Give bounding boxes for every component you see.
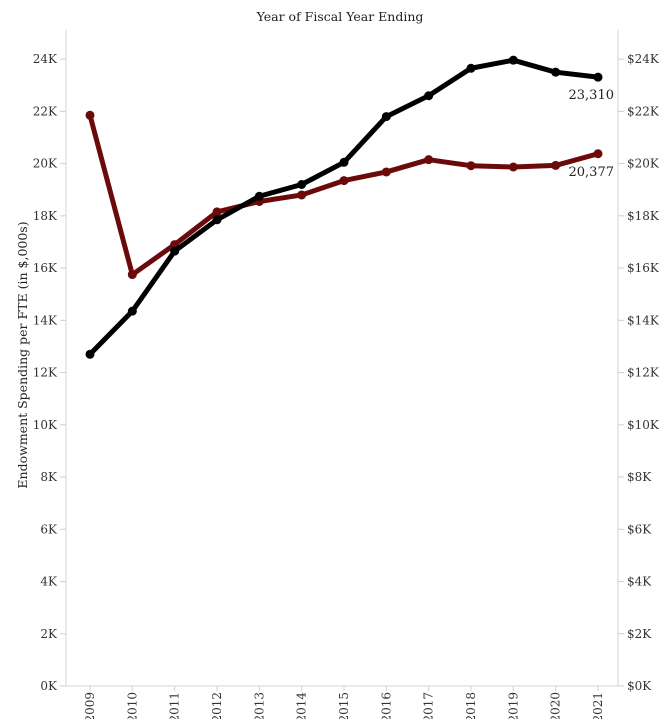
- x-tick-label: 2009: [83, 692, 97, 719]
- data-point[interactable]: [551, 67, 561, 77]
- right-tick-label: $4K: [627, 575, 652, 589]
- data-point[interactable]: [466, 63, 476, 73]
- right-tick-label: $2K: [627, 627, 652, 641]
- data-point[interactable]: [85, 110, 95, 120]
- x-tick-label: 2018: [464, 692, 478, 719]
- right-tick-label: $22K: [627, 104, 660, 118]
- left-tick-label: 22K: [33, 104, 58, 118]
- data-point[interactable]: [127, 306, 137, 316]
- x-tick-label: 2015: [337, 692, 351, 719]
- data-point[interactable]: [212, 215, 222, 225]
- left-tick-label: 10K: [33, 418, 58, 432]
- left-tick-label: 16K: [33, 261, 58, 275]
- series-line: [87, 112, 601, 278]
- right-tick-label: $10K: [627, 418, 660, 432]
- right-tick-label: $6K: [627, 522, 652, 536]
- data-point[interactable]: [297, 179, 307, 189]
- left-tick-label: 24K: [33, 52, 58, 66]
- x-tick-label: 2016: [379, 692, 393, 719]
- x-tick-label: 2013: [252, 692, 266, 719]
- right-tick-label: $24K: [627, 52, 660, 66]
- left-tick-label: 6K: [40, 522, 58, 536]
- data-point[interactable]: [424, 155, 434, 165]
- data-point[interactable]: [508, 55, 518, 65]
- left-tick-label: 4K: [40, 575, 58, 589]
- right-tick-label: $12K: [627, 366, 660, 380]
- chart-title: Year of Fiscal Year Ending: [256, 9, 424, 24]
- x-tick-label: 2011: [168, 692, 182, 719]
- right-tick-label: $16K: [627, 261, 660, 275]
- data-point[interactable]: [381, 112, 391, 122]
- data-point[interactable]: [254, 191, 264, 201]
- x-tick-label: 2014: [295, 692, 309, 719]
- left-tick-label: 0K: [40, 679, 58, 693]
- right-tick-label: $20K: [627, 157, 660, 171]
- data-point[interactable]: [127, 270, 137, 280]
- x-tick-label: 2019: [506, 692, 520, 719]
- x-tick-label: 2020: [549, 692, 563, 719]
- x-axis-ticks: 2009 2010 2011 2012 2013 2014 2015 2016 2017 2018…: [83, 686, 605, 719]
- data-point[interactable]: [381, 167, 391, 177]
- data-point[interactable]: [424, 91, 434, 101]
- left-tick-label: 20K: [33, 157, 58, 171]
- left-axis-ticks: 0K 2K 4K 6K 8K 10K 12K 14K 16K 18K 20K 22K 24K: [33, 52, 66, 693]
- right-axis-ticks: $0K $2K $4K $6K $8K $10K $12K $14K $16K $18K $20K $…: [618, 52, 660, 693]
- x-tick-label: 2010: [125, 692, 139, 719]
- data-point[interactable]: [297, 190, 307, 200]
- series-0: 20,377: [85, 110, 615, 280]
- series-1: 23,310: [85, 55, 615, 359]
- data-point[interactable]: [593, 149, 603, 159]
- y-axis-label: Endowment Spending per FTE (in $,000s): [15, 221, 30, 488]
- end-value-label: 23,310: [569, 88, 615, 103]
- series-line: [87, 57, 601, 357]
- data-point[interactable]: [466, 161, 476, 171]
- data-point[interactable]: [85, 349, 95, 359]
- right-tick-label: $0K: [627, 679, 652, 693]
- right-tick-label: $14K: [627, 313, 660, 327]
- series-layer: 20,377 23,310: [85, 55, 615, 359]
- data-point[interactable]: [339, 157, 349, 167]
- data-point[interactable]: [170, 246, 180, 256]
- x-tick-label: 2012: [210, 692, 224, 719]
- end-value-label: 20,377: [569, 165, 615, 180]
- left-tick-label: 18K: [33, 209, 58, 223]
- data-point[interactable]: [593, 72, 603, 82]
- left-tick-label: 8K: [40, 470, 58, 484]
- x-tick-label: 2021: [591, 692, 605, 719]
- left-tick-label: 2K: [40, 627, 58, 641]
- data-point[interactable]: [339, 176, 349, 186]
- data-point[interactable]: [551, 160, 561, 170]
- left-tick-label: 12K: [33, 366, 58, 380]
- right-tick-label: $8K: [627, 470, 652, 484]
- right-tick-label: $18K: [627, 209, 660, 223]
- left-tick-label: 14K: [33, 313, 58, 327]
- data-point[interactable]: [212, 207, 222, 217]
- data-point[interactable]: [508, 162, 518, 172]
- x-tick-label: 2017: [422, 692, 436, 719]
